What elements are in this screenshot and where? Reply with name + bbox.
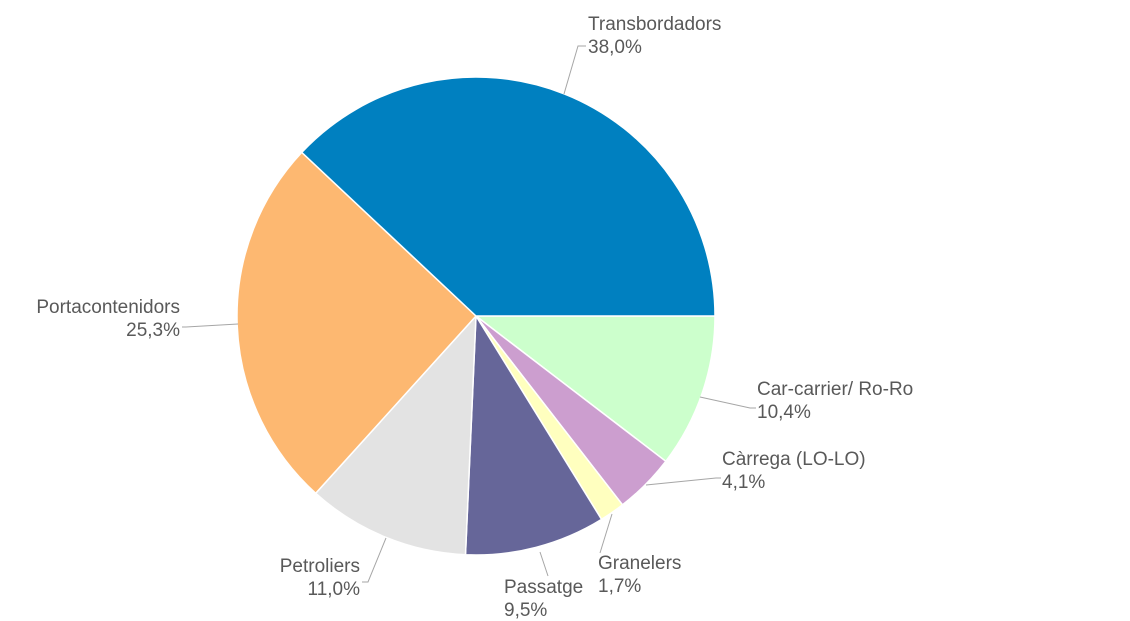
leader-line <box>182 323 239 328</box>
slice-value-label: 9,5% <box>504 600 547 621</box>
pie-slice <box>464 313 603 556</box>
slice-label: Transbordadors <box>588 14 721 35</box>
slice-value-label: 1,7% <box>598 576 641 597</box>
slice-value-label: 11,0% <box>308 579 361 600</box>
slice-label: Càrrega (LO-LO) <box>722 449 866 470</box>
pie-slice <box>473 315 716 463</box>
slice-value-label: 25,3% <box>126 320 180 341</box>
leader-line <box>645 477 721 486</box>
leader-line <box>599 513 613 554</box>
leader-line <box>362 537 387 583</box>
leader-line <box>563 45 586 95</box>
slice-value-label: 10,4% <box>757 402 811 423</box>
slice-label: Petroliers <box>280 556 360 577</box>
slice-label: Portacontenidors <box>36 297 180 318</box>
slice-label: Granelers <box>598 553 681 574</box>
slice-label: Passatge <box>504 577 583 598</box>
pie-slice <box>314 313 477 556</box>
slice-value-label: 38,0% <box>588 37 642 58</box>
leader-line <box>699 396 756 409</box>
slice-label: Car-carrier/ Ro-Ro <box>757 379 913 400</box>
slice-value-label: 4,1% <box>722 472 765 493</box>
pie-slice <box>236 151 478 495</box>
leader-line <box>539 551 549 577</box>
